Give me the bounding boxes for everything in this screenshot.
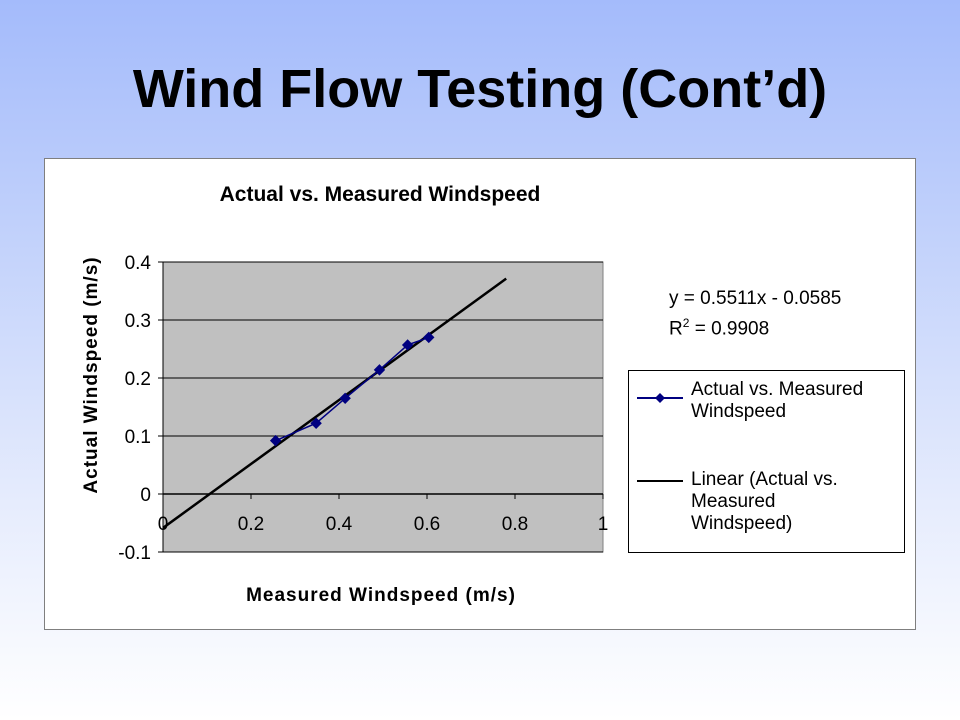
r-squared-value: = 0.9908 [689, 318, 770, 340]
legend-label-series-line1: Actual vs. Measured [691, 379, 864, 400]
data-point [269, 434, 282, 447]
x-tick-label: 0.6 [414, 514, 440, 535]
chart-area: Actual vs. Measured Windspeed -0.1 0 0.1 0.… [44, 158, 916, 630]
data-point [310, 417, 322, 429]
x-tick-label: 0.4 [326, 514, 353, 535]
data-point [339, 392, 351, 405]
data-point [401, 339, 414, 351]
x-tick-label: 1 [598, 514, 609, 535]
r-squared-prefix: R [669, 318, 683, 340]
data-point [423, 331, 435, 344]
r-squared-exponent: 2 [682, 316, 690, 330]
plot-area [162, 261, 604, 553]
trendline [162, 277, 507, 529]
slide-title: Wind Flow Testing (Cont’d) [132, 59, 828, 119]
legend-label-trendline-line1: Linear (Actual vs. [691, 469, 838, 490]
legend-label-trendline-line2: Measured [691, 491, 776, 512]
y-axis-label: Actual Windspeed (m/s) [81, 256, 102, 493]
legend-marker-trendline [637, 480, 683, 482]
y-tick-label: 0.4 [125, 253, 152, 274]
legend-label-trendline-line3: Windspeed) [691, 513, 793, 534]
y-tick-label: 0 [140, 485, 151, 506]
y-tick-label: 0.1 [125, 427, 151, 448]
legend-label-series-line2: Windspeed [691, 401, 787, 422]
chart-title: Actual vs. Measured Windspeed [220, 183, 541, 206]
y-tick-label: 0.2 [125, 369, 151, 390]
chart-legend: Actual vs. Measured Windspeed Linear (Ac… [628, 370, 905, 553]
r-squared: R2 = 0.9908 [669, 316, 889, 340]
y-tick-label: 0.3 [125, 311, 151, 332]
y-tick-label: -0.1 [118, 543, 151, 564]
data-point [373, 364, 386, 376]
x-axis-label: Measured Windspeed (m/s) [246, 585, 516, 606]
trendline-equation: y = 0.5511x - 0.0585 [669, 288, 842, 309]
x-tick-label: 0.8 [502, 514, 528, 535]
x-tick-label: 0.2 [238, 514, 264, 535]
scatter-chart: Actual vs. Measured Windspeed -0.1 0 0.1 0.… [81, 183, 609, 606]
legend-marker-series [637, 393, 683, 403]
x-tick-label: 0 [158, 514, 169, 535]
